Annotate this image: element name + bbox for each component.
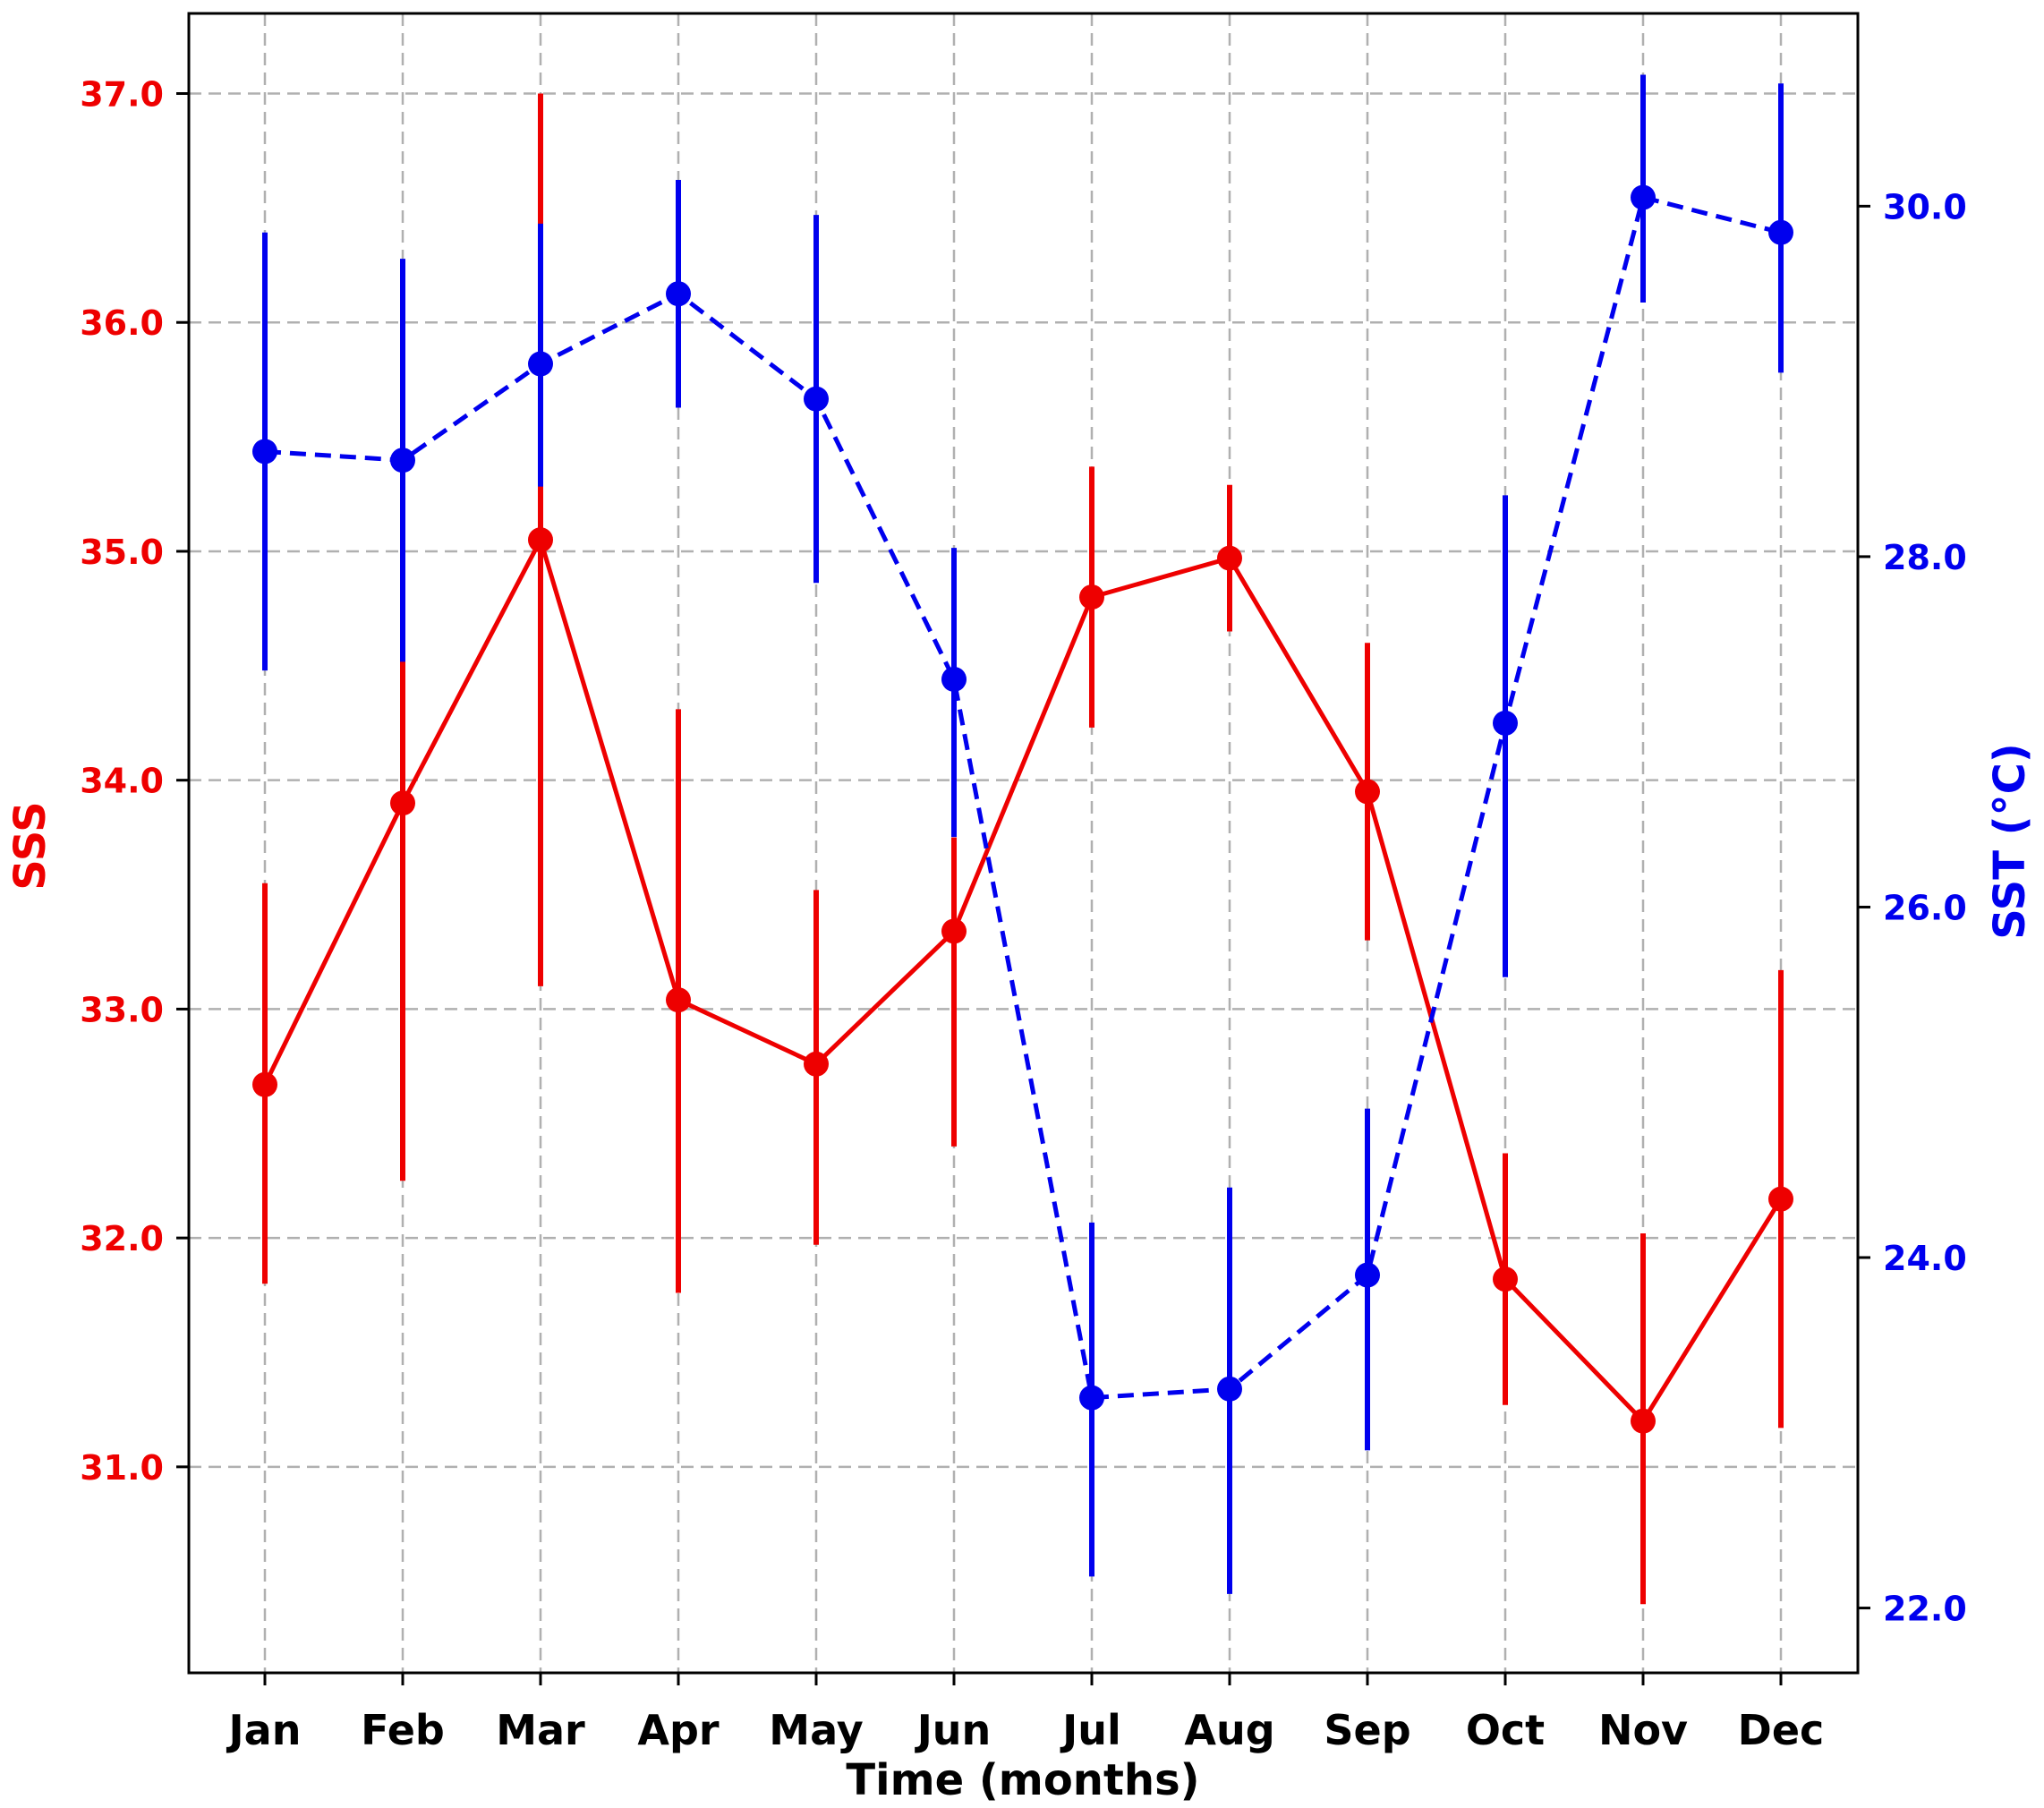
data-point bbox=[1355, 779, 1380, 805]
data-point bbox=[666, 281, 691, 307]
plot-frame bbox=[187, 12, 1860, 1675]
x-tick-label: Oct bbox=[1466, 1706, 1545, 1754]
data-point bbox=[390, 448, 415, 473]
data-point bbox=[252, 1071, 277, 1097]
left-y-tick-label: 33.0 bbox=[80, 990, 164, 1029]
data-point bbox=[941, 666, 967, 692]
x-tick-label: Jan bbox=[226, 1706, 302, 1754]
left-y-tick-label: 36.0 bbox=[80, 303, 164, 343]
data-point bbox=[1217, 1376, 1242, 1402]
x-tick-label: Sep bbox=[1324, 1706, 1410, 1754]
left-y-tick-label: 34.0 bbox=[80, 762, 164, 801]
left-y-tick-label: 31.0 bbox=[80, 1448, 164, 1488]
x-axis-title: Time (months) bbox=[846, 1755, 1199, 1805]
data-point bbox=[390, 790, 415, 816]
data-point bbox=[528, 527, 553, 553]
series-line bbox=[264, 195, 1782, 1401]
x-tick-label: Mar bbox=[496, 1706, 585, 1754]
right-y-tick-label: 22.0 bbox=[1883, 1590, 1967, 1629]
data-point bbox=[1493, 1266, 1518, 1292]
data-point bbox=[1631, 1408, 1656, 1434]
data-point bbox=[804, 386, 829, 412]
series-layer bbox=[252, 74, 1793, 1605]
sss-series bbox=[252, 93, 1793, 1605]
data-point bbox=[1493, 710, 1518, 736]
x-tick-label: Dec bbox=[1738, 1706, 1825, 1754]
data-point bbox=[1631, 184, 1656, 210]
right-axis-title: SST (°C) bbox=[1985, 743, 2035, 940]
x-tick-label: Jun bbox=[915, 1706, 992, 1754]
tick-layer: Jan Feb Mar Apr May Jun Jul Aug Sep Oct Nov Dec 31.0… bbox=[80, 75, 1967, 1754]
left-y-tick-label: 32.0 bbox=[80, 1219, 164, 1258]
data-point bbox=[666, 987, 691, 1013]
left-axis-title: SSS bbox=[5, 801, 55, 890]
data-point bbox=[528, 351, 553, 377]
x-tick-label: Feb bbox=[361, 1706, 445, 1754]
data-point bbox=[1768, 1186, 1793, 1212]
data-point bbox=[1079, 1385, 1104, 1411]
right-y-tick-label: 28.0 bbox=[1883, 538, 1967, 577]
x-tick-label: Apr bbox=[637, 1706, 720, 1754]
x-tick-label: Aug bbox=[1184, 1706, 1274, 1754]
data-point bbox=[804, 1051, 829, 1077]
x-tick-label: Jul bbox=[1060, 1706, 1121, 1754]
data-point bbox=[1355, 1262, 1380, 1288]
series-line bbox=[262, 537, 1784, 1424]
data-point bbox=[1217, 545, 1242, 571]
left-y-tick-label: 35.0 bbox=[80, 533, 164, 572]
data-point bbox=[1768, 219, 1793, 245]
sst-series bbox=[252, 74, 1793, 1594]
right-y-tick-label: 24.0 bbox=[1883, 1239, 1967, 1278]
x-tick-label: Nov bbox=[1598, 1706, 1688, 1754]
left-y-tick-label: 37.0 bbox=[80, 75, 164, 115]
right-y-tick-label: 26.0 bbox=[1883, 888, 1967, 927]
x-tick-label: May bbox=[769, 1706, 863, 1754]
right-y-tick-label: 30.0 bbox=[1883, 187, 1967, 226]
grid-lines bbox=[189, 13, 1858, 1673]
data-point bbox=[252, 439, 277, 465]
data-point bbox=[941, 918, 967, 944]
data-point bbox=[1079, 584, 1104, 610]
